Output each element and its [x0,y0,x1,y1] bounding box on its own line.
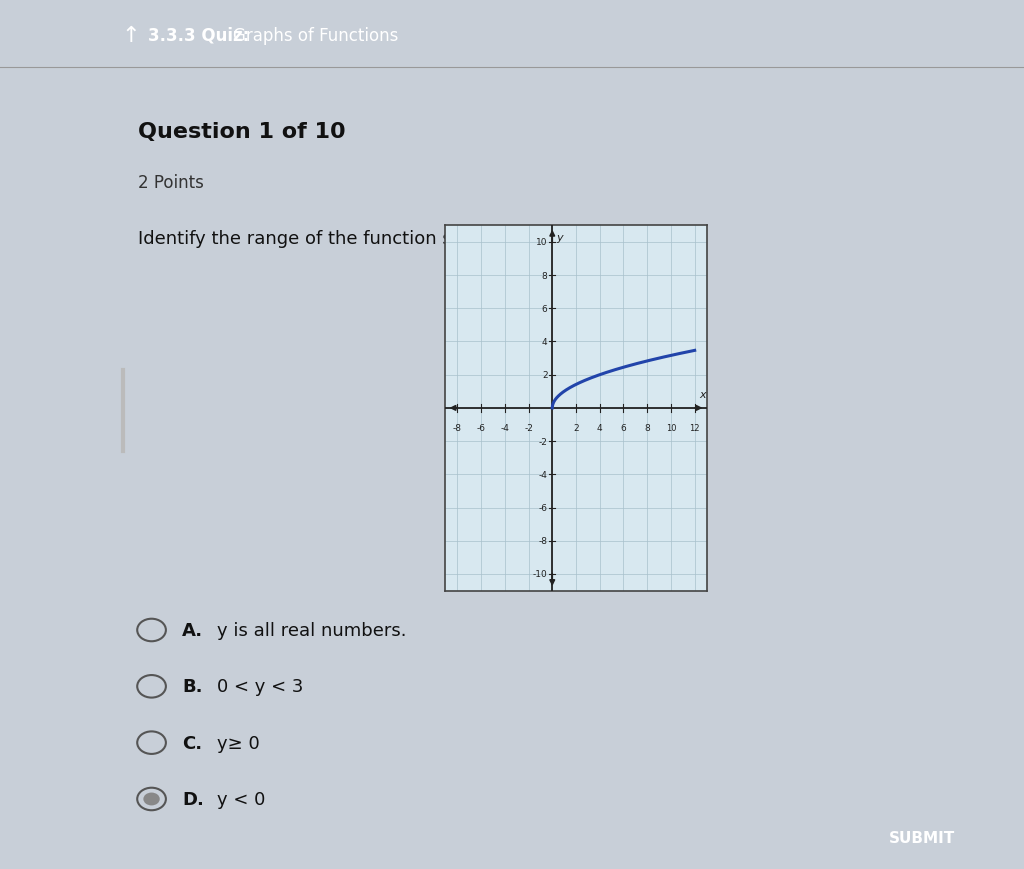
Text: -4: -4 [539,470,548,480]
Text: -4: -4 [501,423,509,433]
Text: -10: -10 [532,570,548,579]
Text: C.: C. [182,733,203,752]
Text: 8: 8 [542,271,548,280]
Text: 3.3.3 Quiz:: 3.3.3 Quiz: [148,27,250,45]
Text: y: y [556,233,563,242]
Text: -6: -6 [539,503,548,513]
Text: B.: B. [182,678,203,695]
Text: y < 0: y < 0 [217,790,265,808]
Text: 10: 10 [666,423,676,433]
Text: -8: -8 [453,423,462,433]
Text: A.: A. [182,621,204,640]
Text: 10: 10 [536,238,548,247]
Circle shape [143,793,160,806]
Text: Identify the range of the function shown in the graph.: Identify the range of the function shown… [138,230,623,248]
Text: Question 1 of 10: Question 1 of 10 [138,122,346,142]
Text: 12: 12 [689,423,700,433]
Text: 8: 8 [644,423,650,433]
Text: -2: -2 [539,437,548,446]
Text: 6: 6 [542,304,548,314]
Text: 4: 4 [597,423,602,433]
Text: 2 Points: 2 Points [138,174,204,192]
Text: Graphs of Functions: Graphs of Functions [233,27,398,45]
Text: 0 < y < 3: 0 < y < 3 [217,678,303,695]
Text: SUBMIT: SUBMIT [889,830,954,846]
Text: y≥ 0: y≥ 0 [217,733,260,752]
Text: y is all real numbers.: y is all real numbers. [217,621,407,640]
Text: -2: -2 [524,423,532,433]
Text: 2: 2 [542,371,548,380]
Text: ↑: ↑ [122,26,140,46]
Text: x: x [699,389,707,399]
Text: -6: -6 [476,423,485,433]
Text: 6: 6 [621,423,627,433]
Text: 2: 2 [573,423,579,433]
Text: -8: -8 [539,537,548,546]
Text: D.: D. [182,790,204,808]
Text: 4: 4 [542,337,548,347]
